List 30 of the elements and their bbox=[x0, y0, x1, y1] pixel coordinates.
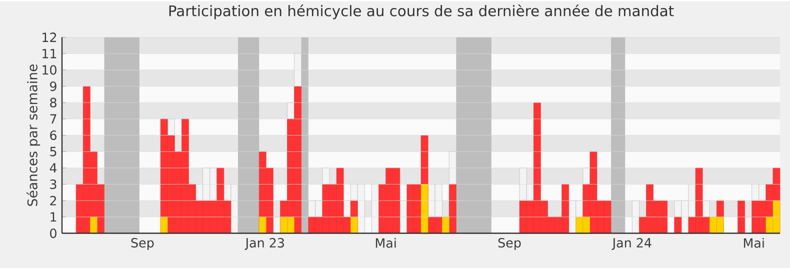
y-tick-label: 0 bbox=[50, 228, 56, 238]
y-tick-label: 8 bbox=[50, 98, 56, 108]
bar bbox=[258, 216, 266, 234]
y-tick-label: 9 bbox=[50, 81, 56, 91]
y-tick-label: 12 bbox=[42, 32, 56, 42]
x-tick-label: Sep bbox=[498, 238, 521, 250]
bar bbox=[90, 216, 98, 234]
bar bbox=[738, 200, 745, 234]
bar bbox=[160, 216, 168, 234]
y-tick-label: 1 bbox=[50, 212, 56, 222]
x-tick-label: Mai bbox=[744, 238, 764, 248]
bar bbox=[420, 184, 428, 234]
bar bbox=[449, 184, 456, 234]
y-tick-label: 4 bbox=[50, 163, 57, 172]
bar bbox=[350, 216, 358, 234]
chart-title: Participation en hémicycle au cours de sa dernière année de mandat bbox=[169, 4, 674, 20]
bar bbox=[674, 216, 682, 234]
x-tick-label: Jan 23 bbox=[244, 238, 284, 250]
y-tick-label: 11 bbox=[42, 48, 56, 58]
y-tick-label: 10 bbox=[42, 65, 56, 75]
x-tick-label: Jan 24 bbox=[612, 238, 652, 250]
y-tick-label: 7 bbox=[50, 114, 56, 124]
y-tick-label: 5 bbox=[50, 146, 56, 156]
x-tick-label: Mai bbox=[376, 238, 396, 248]
bar bbox=[442, 216, 450, 234]
x-tick-label: Sep bbox=[131, 238, 154, 250]
y-tick-label: 6 bbox=[50, 130, 56, 140]
y-tick-label: 2 bbox=[50, 196, 56, 206]
y-tick-label: 3 bbox=[50, 179, 56, 189]
y-axis-title: Séances par semaine bbox=[26, 64, 40, 206]
